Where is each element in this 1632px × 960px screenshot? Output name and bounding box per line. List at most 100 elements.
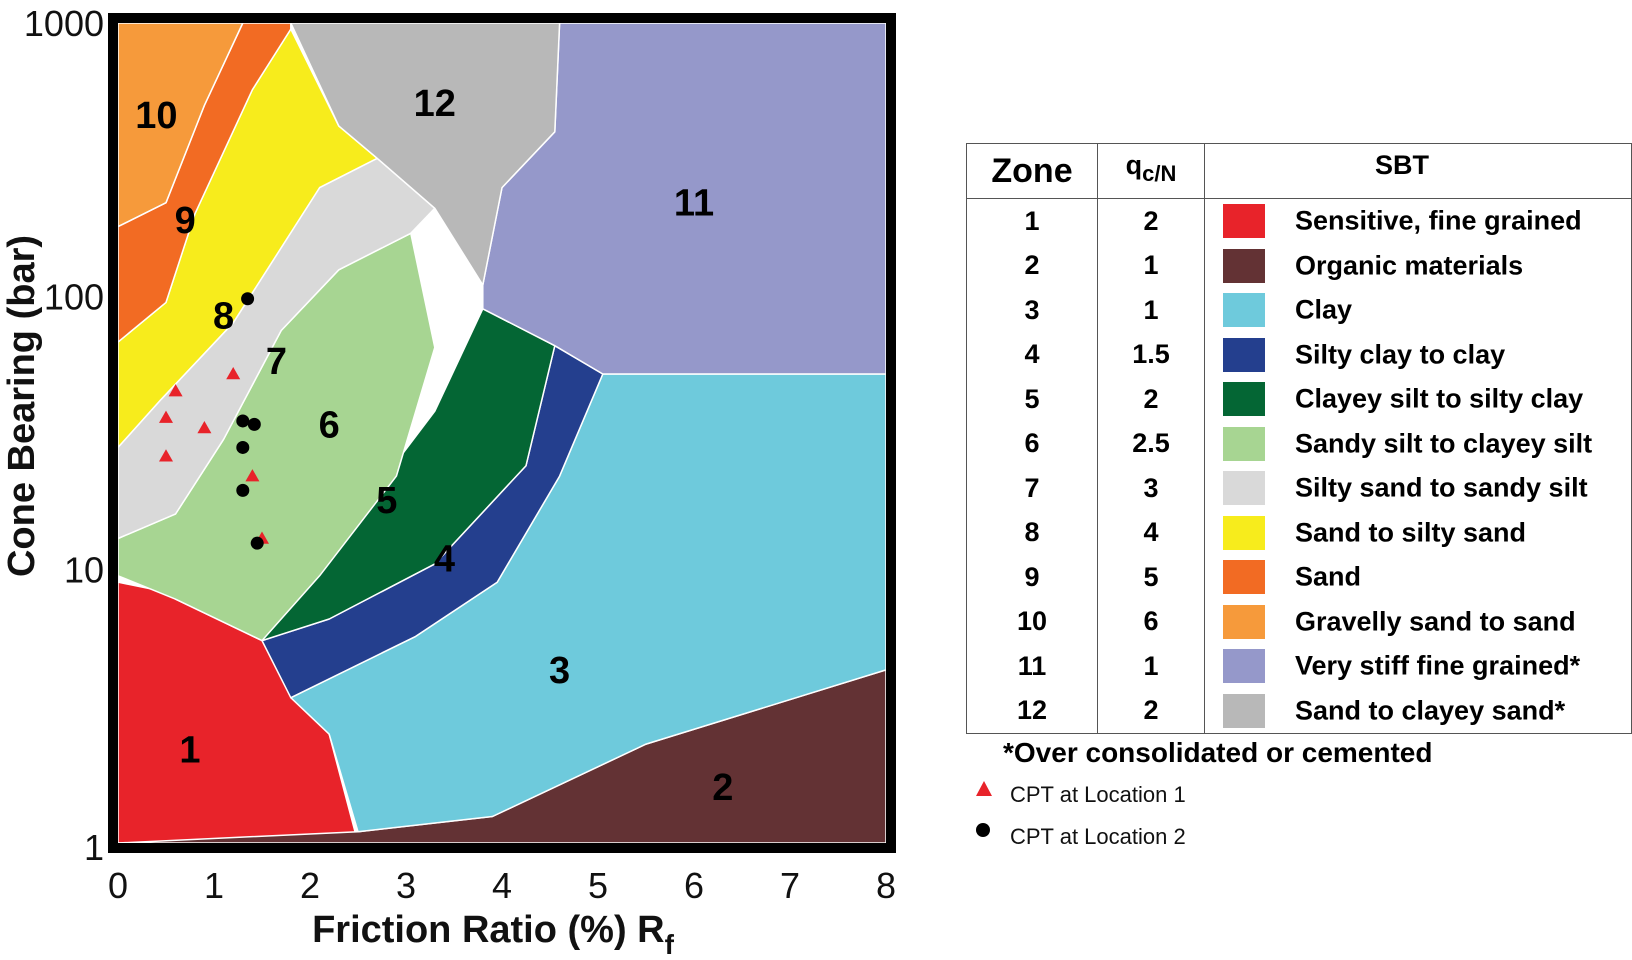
y-tick-label: 10: [64, 550, 104, 591]
zone-label-1: 1: [179, 729, 200, 771]
x-tick-label: 2: [300, 865, 320, 906]
legend-header-row: Zone qc/N SBT: [966, 143, 1632, 199]
legend-qc-value: 1.5: [1097, 332, 1205, 377]
x-tick-label: 0: [108, 865, 128, 906]
cpt-location-1-point: [245, 469, 260, 482]
legend-sbt-cell: Sandy silt to clayey silt: [1204, 421, 1632, 466]
zone-label-9: 9: [175, 200, 196, 242]
legend-sbt-cell: Organic materials: [1204, 243, 1632, 288]
legend-row: 6 2.5 Sandy silt to clayey silt: [967, 421, 1632, 466]
legend-sbt-cell: Sand to clayey sand*: [1204, 688, 1632, 734]
x-tick-labels: 0 1 2 3 4 5 6 7 8: [108, 865, 896, 906]
legend-zone-number: 10: [1016, 606, 1048, 637]
legend-sbt-cell: Clayey silt to silty clay: [1204, 377, 1632, 422]
zone-label-8: 8: [213, 296, 234, 338]
legend-zone-number: 5: [1024, 383, 1040, 414]
x-tick-label: 8: [876, 865, 896, 906]
legend-sbt-label: Gravelly sand to sand: [1295, 606, 1576, 637]
legend-zone-number: 1: [1024, 205, 1040, 236]
legend-sbt-cell: Sand: [1204, 555, 1632, 600]
legend-color-swatch: [1223, 293, 1265, 328]
legend-qc-value: 2.5: [1097, 421, 1205, 466]
legend-header-zone: Zone: [966, 143, 1098, 199]
legend-sbt-label: Sandy silt to clayey silt: [1295, 428, 1593, 459]
x-axis-title-subscript: f: [665, 929, 675, 960]
legend-qc-value: 6: [1097, 599, 1205, 644]
legend-qc-value: 1: [1097, 288, 1205, 333]
legend-zone-number: 9: [1024, 561, 1040, 592]
legend-sbt-cell: Silty clay to clay: [1204, 332, 1632, 377]
legend-sbt-cell: Sand to silty sand: [1204, 510, 1632, 555]
legend-color-swatch: [1223, 649, 1265, 684]
legend-sbt-label: Sand to clayey sand*: [1295, 695, 1566, 726]
legend-row: 7 3 Silty sand to sandy silt: [967, 466, 1632, 511]
legend-color-swatch: [1223, 337, 1265, 372]
x-tick-label: 1: [204, 865, 224, 906]
legend-sbt-label: Very stiff fine grained*: [1295, 650, 1581, 681]
legend-sbt-label: Silty clay to clay: [1295, 339, 1506, 370]
legend-zone-number: 2: [1024, 250, 1040, 281]
cpt-location-2-point: [236, 440, 250, 454]
legend-header-sbt: SBT: [1204, 143, 1632, 199]
legend-sbt-cell: Clay: [1204, 288, 1632, 333]
legend-row: 1 2 Sensitive, fine grained: [967, 198, 1632, 244]
legend-color-swatch: [1223, 248, 1265, 283]
legend-sbt-cell: Silty sand to sandy silt: [1204, 466, 1632, 511]
cpt-location-2-point: [247, 417, 261, 431]
zone-label-7: 7: [266, 341, 287, 383]
legend-color-swatch: [1223, 560, 1265, 595]
legend-row: 12 2 Sand to clayey sand*: [967, 688, 1632, 734]
legend-zone-number: 11: [1017, 650, 1047, 681]
legend-zone-number: 12: [1016, 695, 1048, 726]
zone-label-2: 2: [712, 767, 733, 809]
x-axis-title: Friction Ratio (%) Rf: [312, 909, 675, 960]
legend-row: 3 1 Clay: [967, 288, 1632, 333]
cpt-location-1-point: [168, 384, 183, 397]
legend-table: Zone qc/N SBT 1 2 Sensitive, fine grained 2…: [966, 143, 1632, 734]
points-layer: [159, 292, 269, 550]
legend-color-swatch: [1223, 204, 1265, 239]
cpt-location-1-point: [159, 410, 173, 423]
legend-sbt-label: Sensitive, fine grained: [1295, 205, 1582, 236]
legend-header-qc-sub: c/N: [1142, 161, 1177, 186]
legend-color-swatch: [1223, 515, 1265, 550]
x-tick-label: 5: [588, 865, 608, 906]
legend-sbt-cell: Very stiff fine grained*: [1204, 644, 1632, 689]
legend-zone-number: 8: [1024, 517, 1040, 548]
legend-color-swatch: [1223, 382, 1265, 417]
legend-sbt-cell: Gravelly sand to sand: [1204, 599, 1632, 644]
legend-row: 9 5 Sand: [967, 555, 1632, 600]
legend-qc-value: 1: [1097, 243, 1205, 288]
cpt-location-2-point: [236, 483, 250, 497]
zone-label-11: 11: [674, 183, 714, 225]
zone-12-region: [290, 22, 561, 286]
legend-row: 4 1.5 Silty clay to clay: [967, 332, 1632, 377]
legend-location-2: CPT at Location 2: [976, 823, 1186, 850]
legend-zone-number: 3: [1024, 294, 1040, 325]
cpt-location-2-point: [250, 536, 264, 550]
cpt-location-2-point: [241, 292, 255, 306]
zone-label-6: 6: [319, 404, 340, 446]
legend-row: 11 1 Very stiff fine grained*: [967, 644, 1632, 689]
legend-header-qc-main: q: [1125, 150, 1143, 180]
legend-sbt-label: Clayey silt to silty clay: [1295, 383, 1584, 414]
legend-qc-value: 4: [1097, 510, 1205, 555]
cpt-location-1-point: [159, 449, 173, 462]
legend-color-swatch: [1223, 604, 1265, 639]
legend-qc-value: 3: [1097, 466, 1205, 511]
legend-row: 10 6 Gravelly sand to sand: [967, 599, 1632, 644]
legend-qc-value: 1: [1097, 644, 1205, 689]
y-tick-label: 1: [84, 827, 104, 868]
x-tick-label: 4: [492, 865, 512, 906]
zone-label-5: 5: [376, 480, 397, 522]
legend-sbt-label: Sand: [1295, 561, 1362, 592]
cpt-location-1-point: [197, 420, 212, 434]
legend-sbt-cell: Sensitive, fine grained: [1204, 198, 1632, 244]
legend-location-1: CPT at Location 1: [976, 780, 1186, 808]
x-tick-label: 7: [780, 865, 800, 906]
legend-sbt-label: Clay: [1295, 294, 1353, 325]
legend-zone-number: 6: [1024, 428, 1040, 459]
y-tick-labels: 1 10 100 1000: [24, 3, 104, 868]
legend-qc-value: 5: [1097, 555, 1205, 600]
